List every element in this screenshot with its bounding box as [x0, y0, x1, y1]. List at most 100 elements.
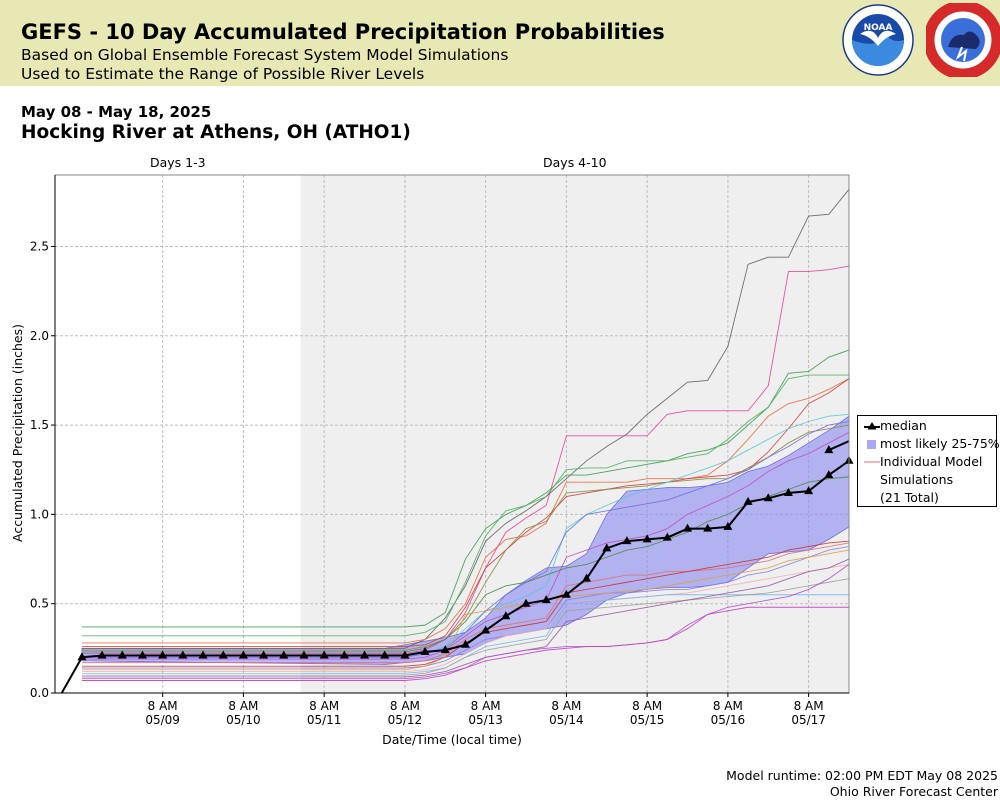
median-line-tail [828, 440, 850, 451]
member-lines [81, 189, 850, 681]
member-line [81, 542, 850, 664]
median-marker [824, 445, 834, 454]
x-tick-label-date: 05/11 [307, 713, 342, 727]
y-tick-label: 2.5 [30, 239, 49, 253]
member-line [81, 349, 850, 628]
chart-title: GEFS - 10 Day Accumulated Precipitation … [21, 20, 665, 44]
x-tick-label-date: 05/12 [388, 713, 423, 727]
member-line [81, 558, 850, 678]
x-tick-label-time: 8 AM [551, 699, 581, 713]
region-label: Days 1-3 [150, 155, 206, 170]
median-marker [622, 536, 632, 545]
median-marker [582, 573, 592, 582]
x-tick-label-time: 8 AM [309, 699, 339, 713]
legend-band-label: most likely 25-75% [880, 436, 1000, 451]
model-runtime: Model runtime: 02:00 PM EDT May 08 2025 [726, 768, 998, 783]
median-marker [602, 543, 612, 552]
median-marker [521, 598, 531, 607]
median-line [60, 459, 850, 694]
median-marker [259, 650, 269, 659]
median-marker [703, 523, 713, 532]
median-marker [783, 487, 793, 496]
median-marker [299, 650, 309, 659]
median-marker [763, 493, 773, 502]
y-tick-labels: 0.0 0.5 1.0 1.5 2.0 2.5 [30, 239, 55, 700]
legend-band-swatch [867, 440, 876, 449]
median-marker [380, 650, 390, 659]
median-marker [541, 595, 551, 604]
member-line [81, 421, 850, 658]
region-labels: Days 1-3 Days 4-10 [150, 155, 607, 170]
y-tick-label: 1.5 [30, 418, 49, 432]
x-tick-label-time: 8 AM [794, 699, 824, 713]
legend-median-label: median [880, 418, 927, 433]
x-tick-label-time: 8 AM [390, 699, 420, 713]
x-tick-label-time: 8 AM [471, 699, 501, 713]
x-tick-label-date: 05/16 [711, 713, 746, 727]
noaa-logo: NOAA [842, 4, 914, 76]
median-marker [481, 625, 491, 634]
member-line [81, 546, 850, 669]
median-marker [178, 650, 188, 659]
x-tick-label-date: 05/15 [630, 713, 665, 727]
y-axis-label: Accumulated Precipitation (inches) [10, 324, 25, 542]
location-title: Hocking River at Athens, OH (ATHO1) [21, 122, 411, 143]
x-tick-label-time: 8 AM [713, 699, 743, 713]
x-tick-label-date: 05/13 [468, 713, 503, 727]
x-tick-label-time: 8 AM [228, 699, 258, 713]
member-line [81, 431, 850, 660]
y-tick-label: 2.0 [30, 329, 49, 343]
member-line [81, 549, 850, 671]
legend-individual-label-3: (21 Total) [880, 490, 939, 505]
x-tick-label-date: 05/17 [791, 713, 826, 727]
median-marker [440, 645, 450, 654]
median-marker [400, 650, 410, 659]
member-line [81, 265, 850, 655]
x-tick-label-time: 8 AM [632, 699, 662, 713]
median-marker [97, 650, 107, 659]
x-tick-label-date: 05/09 [145, 713, 180, 727]
member-line [81, 578, 850, 676]
chart-subtitle-line1: Based on Global Ensemble Forecast System… [21, 46, 509, 64]
axes [54, 174, 850, 694]
region-label: Days 4-10 [543, 155, 607, 170]
median-marker [824, 470, 834, 479]
nws-logo [926, 3, 1000, 77]
member-line [81, 476, 850, 653]
member-line [81, 563, 850, 673]
median-marker [319, 650, 329, 659]
median-marker [420, 646, 430, 655]
median-marker [723, 521, 733, 530]
chart-legend: median most likely 25-75% Individual Mod… [857, 415, 1000, 507]
median-marker [561, 589, 571, 598]
median-marker [501, 611, 511, 620]
x-tick-label-date: 05/10 [226, 713, 261, 727]
legend-individual-label: Individual Model [880, 454, 983, 469]
member-line [81, 606, 849, 681]
median-marker [77, 652, 87, 661]
median-marker [238, 650, 248, 659]
median-marker [117, 650, 127, 659]
median-marker [683, 523, 693, 532]
member-line [81, 540, 850, 667]
median-marker [743, 496, 753, 505]
days-4-10-shading [55, 175, 849, 693]
noaa-logo-text: NOAA [864, 23, 893, 33]
median-marker [339, 650, 349, 659]
header-banner: GEFS - 10 Day Accumulated Precipitation … [0, 0, 1000, 86]
legend-individual-label-2: Simulations [880, 472, 954, 487]
legend-median-swatch [864, 422, 880, 430]
member-line [81, 594, 849, 674]
member-line [81, 378, 850, 648]
member-line [81, 189, 850, 649]
y-tick-label: 0.5 [30, 597, 49, 611]
x-tick-label-date: 05/14 [549, 713, 584, 727]
median-marker [158, 650, 168, 659]
chart-subtitle-line2: Used to Estimate the Range of Possible R… [21, 65, 425, 83]
median-marker [460, 639, 470, 648]
x-tick-label-time: 8 AM [148, 699, 178, 713]
x-axis-label: Date/Time (local time) [382, 732, 522, 747]
median-marker [198, 650, 208, 659]
member-line [81, 374, 849, 637]
y-tick-label: 1.0 [30, 507, 49, 521]
